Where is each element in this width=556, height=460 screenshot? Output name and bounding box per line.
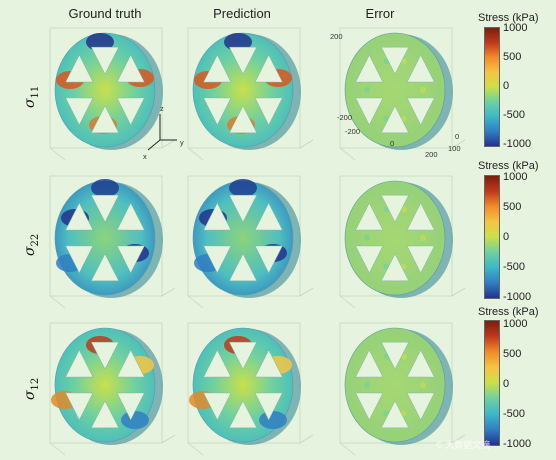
colorbar-tick: 1000 bbox=[503, 22, 528, 34]
colorbar-title: Stress (kPa) bbox=[478, 306, 539, 318]
colorbar-gradient bbox=[484, 175, 500, 299]
colorbar-tick: -500 bbox=[503, 408, 526, 420]
column-title-prediction: Prediction bbox=[213, 6, 271, 21]
error-axis-tick: -200 bbox=[345, 127, 361, 136]
wheel-panel bbox=[49, 27, 176, 161]
axis-label-x: x bbox=[143, 152, 147, 161]
colorbar-tick: 1000 bbox=[503, 171, 528, 183]
colorbar-title: Stress (kPa) bbox=[478, 160, 539, 172]
error-axis-tick: 0 bbox=[455, 132, 460, 141]
colorbar-gradient bbox=[484, 27, 500, 147]
error-axis-tick: 0 bbox=[390, 139, 395, 148]
column-title-error: Error bbox=[365, 6, 395, 21]
wheel-panel bbox=[187, 27, 314, 161]
wheel-panel bbox=[187, 175, 314, 309]
colorbar-tick: -500 bbox=[503, 109, 526, 121]
colorbar-gradient bbox=[484, 320, 500, 446]
colorbar-tick: 1000 bbox=[503, 318, 528, 330]
colorbar-tick: 500 bbox=[503, 348, 522, 360]
colorbar-title: Stress (kPa) bbox=[478, 12, 539, 24]
wheel-panel bbox=[49, 175, 176, 309]
wheel-panel bbox=[339, 175, 466, 309]
colorbar-tick: 500 bbox=[503, 51, 522, 63]
colorbar-tick: -1000 bbox=[503, 138, 532, 150]
colorbar-tick: -500 bbox=[503, 261, 526, 273]
colorbar-tick: -1000 bbox=[503, 291, 532, 303]
wheel-panel bbox=[339, 27, 466, 161]
wheel-panel bbox=[49, 322, 176, 456]
colorbar-tick: 0 bbox=[503, 231, 510, 243]
column-title-ground-truth: Ground truth bbox=[68, 6, 142, 21]
watermark: © 大数据文摘 bbox=[436, 440, 491, 450]
wheel-panel bbox=[339, 322, 466, 456]
colorbar-tick: 500 bbox=[503, 201, 522, 213]
colorbar-tick: 0 bbox=[503, 80, 510, 92]
error-axis-tick: 200 bbox=[425, 150, 438, 159]
axis-triad bbox=[147, 114, 177, 151]
axis-label-y: y bbox=[180, 138, 184, 147]
wheel-panel bbox=[187, 322, 314, 456]
axis-label-z: z bbox=[160, 104, 164, 113]
error-axis-tick: -200 bbox=[337, 113, 353, 122]
error-axis-tick: 100 bbox=[448, 144, 461, 153]
colorbar-tick: 0 bbox=[503, 378, 510, 390]
colorbar-tick: -1000 bbox=[503, 438, 532, 450]
error-axis-tick: 200 bbox=[330, 32, 343, 41]
